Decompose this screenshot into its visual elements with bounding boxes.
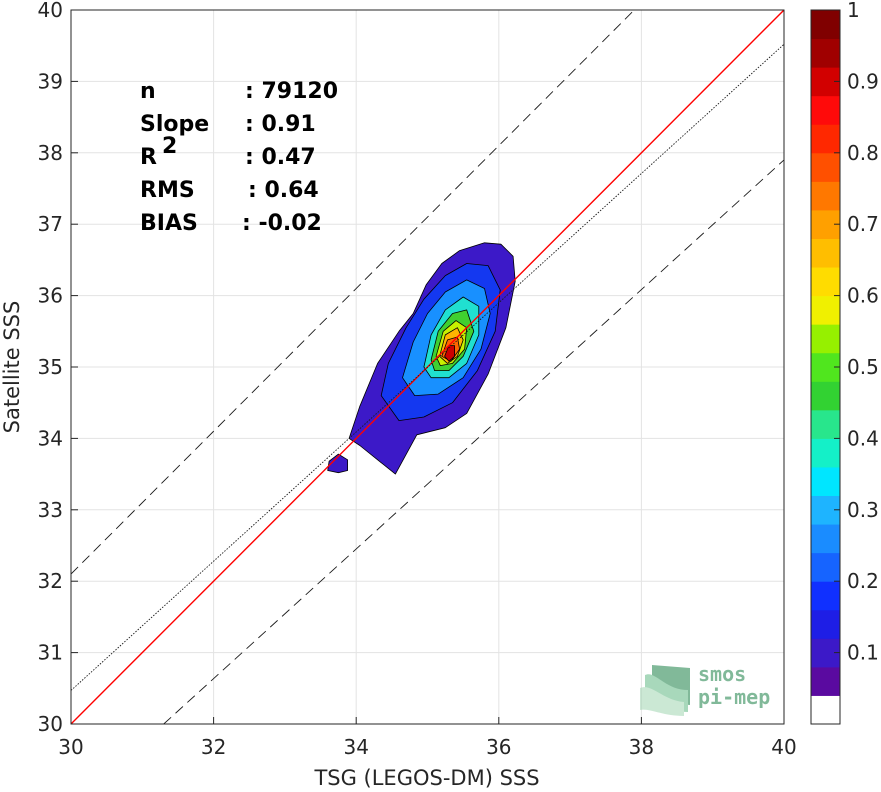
stat-label: Slope	[140, 112, 209, 137]
colorbar-segment	[811, 609, 840, 639]
colorbar-segment	[811, 295, 840, 325]
colorbar-tick-label: 0.1	[847, 641, 879, 665]
colorbar-segment	[811, 238, 840, 268]
colorbar-segment	[811, 95, 840, 125]
colorbar-segment	[811, 381, 840, 411]
colorbar-segment	[811, 324, 840, 354]
colorbar-tick-label: 0.7	[847, 212, 879, 236]
colorbar-segment	[811, 552, 840, 582]
colorbar-segment	[811, 524, 840, 554]
y-tick-label: 30	[38, 712, 63, 736]
stat-label: n	[140, 79, 156, 104]
upper-bound-line	[71, 10, 635, 575]
colorbar-segment	[811, 152, 840, 182]
colorbar-segment	[811, 695, 840, 725]
colorbar-segment	[811, 666, 840, 696]
stat-value: : -0.02	[242, 211, 322, 236]
y-tick-label: 31	[38, 641, 63, 665]
colorbar-segment	[811, 124, 840, 154]
colorbar-tick-label: 0.3	[847, 498, 879, 522]
stat-label: R	[140, 145, 157, 170]
x-tick-label: 32	[201, 735, 226, 759]
y-tick-label: 39	[38, 69, 63, 93]
colorbar-segment	[811, 181, 840, 211]
contour-level-0.9	[444, 345, 455, 362]
x-axis-ticks: 30 32 34 36 38 40	[58, 717, 797, 759]
x-tick-label: 40	[771, 735, 796, 759]
stat-label: BIAS	[140, 211, 198, 236]
stat-value: : 0.64	[248, 178, 319, 203]
colorbar-segment	[811, 438, 840, 468]
x-tick-label: 38	[629, 735, 654, 759]
y-tick-label: 38	[38, 141, 63, 165]
reference-lines	[71, 10, 784, 724]
colorbar-segment	[811, 466, 840, 497]
colorbar-tick-label: 0.5	[847, 355, 879, 379]
y-tick-label: 32	[38, 569, 63, 593]
colorbar-tick-label: 0.9	[847, 69, 879, 93]
y-tick-label: 40	[38, 0, 63, 22]
lower-bound-line	[163, 159, 784, 724]
stat-value: : 0.47	[245, 145, 316, 170]
y-axis-label: Satellite SSS	[0, 301, 24, 434]
x-tick-label: 36	[486, 735, 511, 759]
x-tick-label: 30	[58, 735, 83, 759]
colorbar-tick-label: 1	[847, 0, 860, 22]
colorbar-segment	[811, 581, 840, 611]
fit-line	[71, 43, 784, 691]
y-tick-label: 34	[38, 426, 63, 450]
y-tick-label: 36	[38, 284, 63, 308]
x-tick-label: 34	[343, 735, 368, 759]
smos-pi-mep-logo: smos pi-mep	[640, 662, 770, 716]
stat-superscript: 2	[162, 134, 177, 159]
y-tick-label: 35	[38, 355, 63, 379]
wave-layers-icon	[640, 665, 690, 716]
colorbar: 0.1 0.2 0.3 0.4 0.5 0.6 0.7 0.8 0.9 1	[810, 0, 879, 725]
colorbar-tick-label: 0.4	[847, 426, 879, 450]
logo-text-smos: smos	[698, 662, 746, 686]
stat-value: : 0.91	[245, 112, 316, 137]
y-axis-ticks: 30 31 32 33 34 35 36 37 38 39 40	[38, 0, 78, 736]
logo-text-pi-mep: pi-mep	[698, 685, 770, 709]
stat-value: : 79120	[245, 79, 338, 104]
y-tick-label: 33	[38, 498, 63, 522]
colorbar-segment	[811, 10, 840, 40]
contour-level-0.1	[327, 453, 348, 474]
colorbar-segment	[811, 409, 840, 439]
y-tick-label: 37	[38, 212, 63, 236]
colorbar-tick-label: 0.8	[847, 141, 879, 165]
density-contours	[327, 242, 516, 475]
statistics-box: n : 79120 Slope : 0.91 R 2 : 0.47 RMS : 0.64 BIAS…	[140, 79, 338, 236]
colorbar-tick-label: 0.2	[847, 569, 879, 593]
colorbar-tick-label: 0.6	[847, 284, 879, 308]
grid-lines	[70, 9, 785, 725]
colorbar-segment	[811, 267, 840, 297]
x-axis-label: TSG (LEGOS-DM) SSS	[313, 766, 539, 790]
colorbar-segment	[811, 38, 840, 68]
stat-label: RMS	[140, 178, 195, 203]
